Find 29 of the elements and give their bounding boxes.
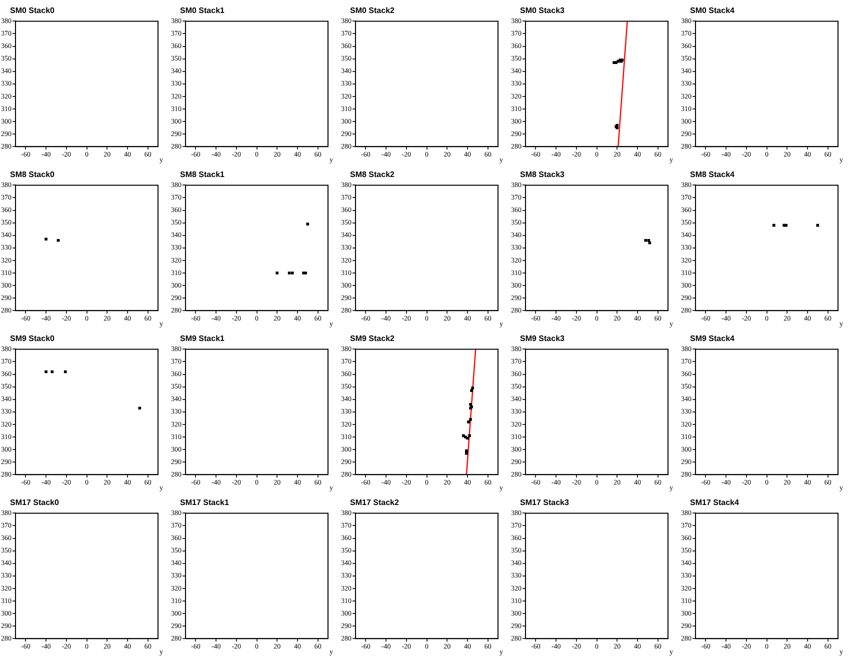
chart-title: SM8 Stack3 <box>520 170 564 179</box>
chart-title: SM0 Stack3 <box>520 6 564 15</box>
chart-title: SM8 Stack2 <box>350 170 394 179</box>
chart-title: SM17 Stack2 <box>350 498 399 507</box>
chart-title: SM9 Stack0 <box>10 334 54 343</box>
chart-title: SM9 Stack2 <box>350 334 394 343</box>
chart-title: SM8 Stack4 <box>690 170 734 179</box>
point <box>469 418 472 421</box>
chart-title: SM0 Stack2 <box>350 6 394 15</box>
chart-title: SM0 Stack1 <box>180 6 224 15</box>
point <box>468 434 471 438</box>
point <box>466 436 469 440</box>
point <box>470 389 473 392</box>
chart-title: SM9 Stack1 <box>180 334 224 343</box>
chart-title: SM17 Stack0 <box>10 498 59 507</box>
point <box>465 452 468 455</box>
chart-title: SM17 Stack1 <box>180 498 229 507</box>
chart-title: SM0 Stack0 <box>10 6 54 15</box>
chart-title: SM17 Stack3 <box>520 498 569 507</box>
point <box>471 386 474 390</box>
point <box>469 402 472 406</box>
chart-title: SM0 Stack4 <box>690 6 734 15</box>
point <box>467 420 470 424</box>
chart-title: SM17 Stack4 <box>690 498 739 507</box>
point <box>465 449 468 452</box>
chart-title: SM9 Stack3 <box>520 334 564 343</box>
chart-title: SM8 Stack1 <box>180 170 224 179</box>
chart-title: SM9 Stack4 <box>690 334 734 343</box>
chart-title: SM8 Stack0 <box>10 170 54 179</box>
